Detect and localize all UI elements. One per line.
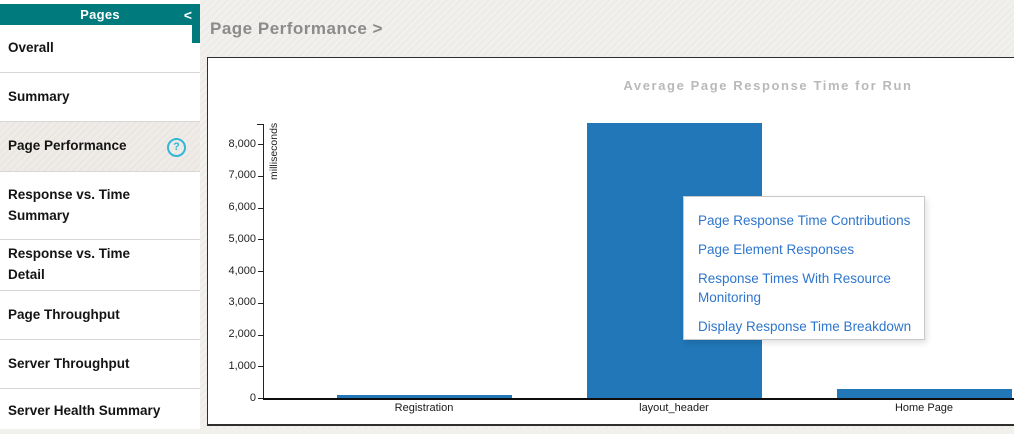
sidebar-item-label: Page Throughput: [8, 306, 120, 322]
collapse-sidebar-button[interactable]: <: [184, 4, 192, 25]
breadcrumb[interactable]: Page Performance >: [210, 19, 383, 38]
y-tick-label: 3,000: [228, 296, 256, 309]
sidebar-menu: Overall Summary Page Performance? Response …: [0, 25, 200, 434]
sidebar: Pages < Overall Summary Page Performance? R…: [0, 0, 200, 429]
y-tick-label: 0: [249, 391, 256, 404]
context-menu-link-response-times-with-resource-monitoring[interactable]: Response Times With Resource Monitoring: [698, 271, 891, 305]
y-tick-label: 4,000: [228, 264, 256, 277]
y-tick-label: 6,000: [228, 201, 256, 213]
sidebar-item-label: Server Health Summary: [8, 403, 161, 419]
plot-area: milliseconds 0 1,000 2,000 3,000 4,000 5,000 6…: [208, 58, 1014, 424]
bar-home-page[interactable]: [836, 389, 1012, 398]
bar-registration[interactable]: [336, 395, 512, 398]
context-menu-link-page-element-responses[interactable]: Page Element Responses: [698, 242, 855, 257]
sidebar-item-page-performance[interactable]: Page Performance?: [0, 122, 200, 172]
y-tick-mark: [258, 144, 263, 145]
y-tick-mark: [258, 398, 263, 399]
sidebar-item-page-throughput[interactable]: Page Throughput: [0, 291, 200, 340]
x-tick-label-registration: Registration: [394, 402, 454, 414]
sidebar-item-label: Response vs. Time Detail: [8, 246, 131, 282]
sidebar-collapse-tab[interactable]: [192, 25, 200, 43]
y-tick-mark: [258, 366, 263, 368]
y-tick-label: 8,000: [228, 137, 256, 150]
context-menu-link-display-response-time-breakdown[interactable]: Display Response Time Breakdown: [698, 319, 912, 334]
sidebar-item-label: Overall: [8, 40, 54, 56]
chart-title: Average Page Response Time for Run: [623, 78, 913, 93]
y-tick-label: 1,000: [228, 359, 256, 372]
y-tick-mark: [258, 334, 263, 336]
x-tick-label-layout-header: layout_header: [639, 402, 709, 414]
sidebar-item-server-health-summary[interactable]: Server Health Summary: [0, 389, 200, 434]
sidebar-item-response-vs-time-detail[interactable]: Response vs. Time Detail: [0, 240, 200, 291]
y-tick-mark: [258, 175, 263, 177]
y-tick-mark: [258, 271, 263, 272]
context-menu-link-page-response-time-contributions[interactable]: Page Response Time Contributions: [698, 213, 911, 228]
y-axis-title: milliseconds: [268, 122, 280, 180]
y-axis-line: [263, 124, 264, 398]
context-menu: Page Response Time Contributions Page Ele…: [683, 196, 925, 340]
help-icon[interactable]: ?: [167, 137, 186, 157]
sidebar-item-label: Summary: [8, 88, 70, 104]
y-tick-mark: [258, 239, 263, 241]
y-tick-label: 7,000: [228, 169, 256, 182]
sidebar-item-server-throughput[interactable]: Server Throughput: [0, 340, 200, 389]
chevron-left-icon: <: [183, 6, 192, 23]
x-axis-line: [263, 398, 1014, 400]
sidebar-item-response-vs-time-summary[interactable]: Response vs. Time Summary: [0, 172, 200, 240]
y-tick-label: 5,000: [228, 232, 256, 245]
sidebar-title: Pages: [80, 7, 120, 22]
sidebar-header: Pages <: [0, 4, 200, 25]
y-tick-label: 2,000: [228, 328, 256, 340]
sidebar-item-label: Server Throughput: [8, 355, 130, 371]
x-tick-label-home-page: Home Page: [894, 402, 954, 414]
sidebar-item-summary[interactable]: Summary: [0, 73, 200, 122]
y-tick-mark: [258, 207, 263, 209]
sidebar-item-label: Response vs. Time Summary: [8, 186, 131, 223]
sidebar-item-label: Page Performance: [8, 138, 127, 154]
y-tick-mark: [258, 302, 263, 304]
chart-panel: Average Page Response Time for Run milli…: [207, 57, 1014, 426]
sidebar-item-overall[interactable]: Overall: [0, 25, 200, 73]
y-axis-top-cap: [257, 124, 264, 125]
